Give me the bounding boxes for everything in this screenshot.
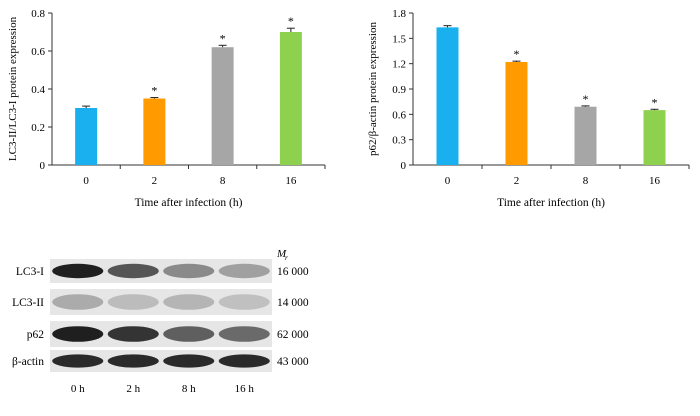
row-label: p62: [27, 329, 45, 341]
mr-value: 14 000: [277, 297, 309, 309]
x-tick-label: 16: [285, 175, 297, 187]
x-tick-label: 8: [220, 175, 226, 187]
blot-band: [163, 263, 215, 279]
blot-band: [163, 354, 215, 368]
blot-band: [218, 354, 270, 368]
mr-value: 62 000: [277, 329, 309, 341]
x-tick-label: 2: [152, 175, 158, 187]
blot-band: [218, 263, 270, 279]
y-tick-label: 0.4: [31, 84, 45, 96]
lane-label: 2 h: [126, 383, 140, 395]
blot-band: [107, 326, 159, 342]
western-blot-panel: Mr LC3-I 16 000 LC3-II 14 000 p62 62 000 β-acti…: [12, 248, 309, 395]
bar-16: [279, 32, 302, 165]
bar-2: [143, 98, 166, 165]
y-tick-label: 0.6: [31, 46, 45, 58]
bar-0: [75, 108, 98, 165]
significance-marker: *: [583, 92, 589, 106]
blot-band: [163, 326, 215, 342]
x-axis-title: Time after infection (h): [135, 197, 243, 209]
y-axis-title: p62/β-actin protein expression: [367, 22, 379, 156]
y-tick-label: 0.8: [31, 8, 45, 20]
mr-value: 43 000: [277, 356, 309, 368]
blot-band: [52, 263, 104, 279]
bar-16: [643, 110, 666, 165]
row-label: LC3-II: [12, 297, 44, 309]
y-tick-label: 0.6: [392, 109, 406, 121]
lc3-ratio-chart: 0 0.2 0.4 0.6 0.8 0 * 2 * 8 * 16 Time after infectio…: [7, 8, 326, 209]
blot-band: [218, 294, 270, 310]
mr-value: 16 000: [277, 266, 309, 278]
blot-band: [52, 294, 104, 310]
row-label: LC3-I: [16, 266, 44, 278]
blot-band: [52, 354, 104, 368]
blot-strip-β-actin: [50, 350, 272, 372]
significance-marker: *: [151, 84, 157, 98]
row-label: β-actin: [12, 356, 44, 368]
blot-band: [107, 354, 159, 368]
y-axis-title: LC3-II/LC3-I protein expression: [7, 16, 19, 161]
y-tick-label: 1.8: [392, 8, 406, 20]
y-tick-label: 0.9: [392, 84, 406, 96]
x-tick-label: 8: [583, 175, 589, 187]
x-tick-label: 16: [649, 175, 661, 187]
blot-band: [218, 326, 270, 342]
y-tick-label: 0: [40, 160, 46, 172]
significance-marker: *: [288, 14, 294, 28]
x-axis-title: Time after infection (h): [497, 197, 605, 209]
y-tick-label: 0: [401, 160, 407, 172]
bar-0: [436, 27, 459, 165]
blot-band: [107, 263, 159, 279]
y-tick-label: 0.2: [31, 122, 45, 134]
significance-marker: *: [514, 47, 520, 61]
lane-label: 0 h: [71, 383, 85, 395]
p62-ratio-chart: 0 0.3 0.6 0.9 1.2 1.5 1.8 0 * 2 * 8 * 16 Time after in…: [367, 8, 690, 209]
bar-2: [505, 61, 528, 165]
x-tick-label: 2: [514, 175, 520, 187]
significance-marker: *: [652, 95, 658, 109]
blot-band: [52, 326, 104, 342]
y-tick-label: 0.3: [392, 135, 406, 147]
y-tick-label: 1.2: [392, 59, 406, 71]
blot-band: [107, 294, 159, 310]
lane-label: 8 h: [182, 383, 196, 395]
x-tick-label: 0: [445, 175, 451, 187]
significance-marker: *: [220, 31, 226, 45]
mr-header-subscript: r: [285, 253, 288, 262]
mr-header: M: [276, 248, 287, 260]
blot-band: [163, 294, 215, 310]
y-tick-label: 1.5: [392, 33, 406, 45]
x-tick-label: 0: [83, 175, 89, 187]
lane-label: 16 h: [235, 383, 255, 395]
bar-8: [211, 47, 234, 166]
bar-8: [574, 106, 597, 165]
